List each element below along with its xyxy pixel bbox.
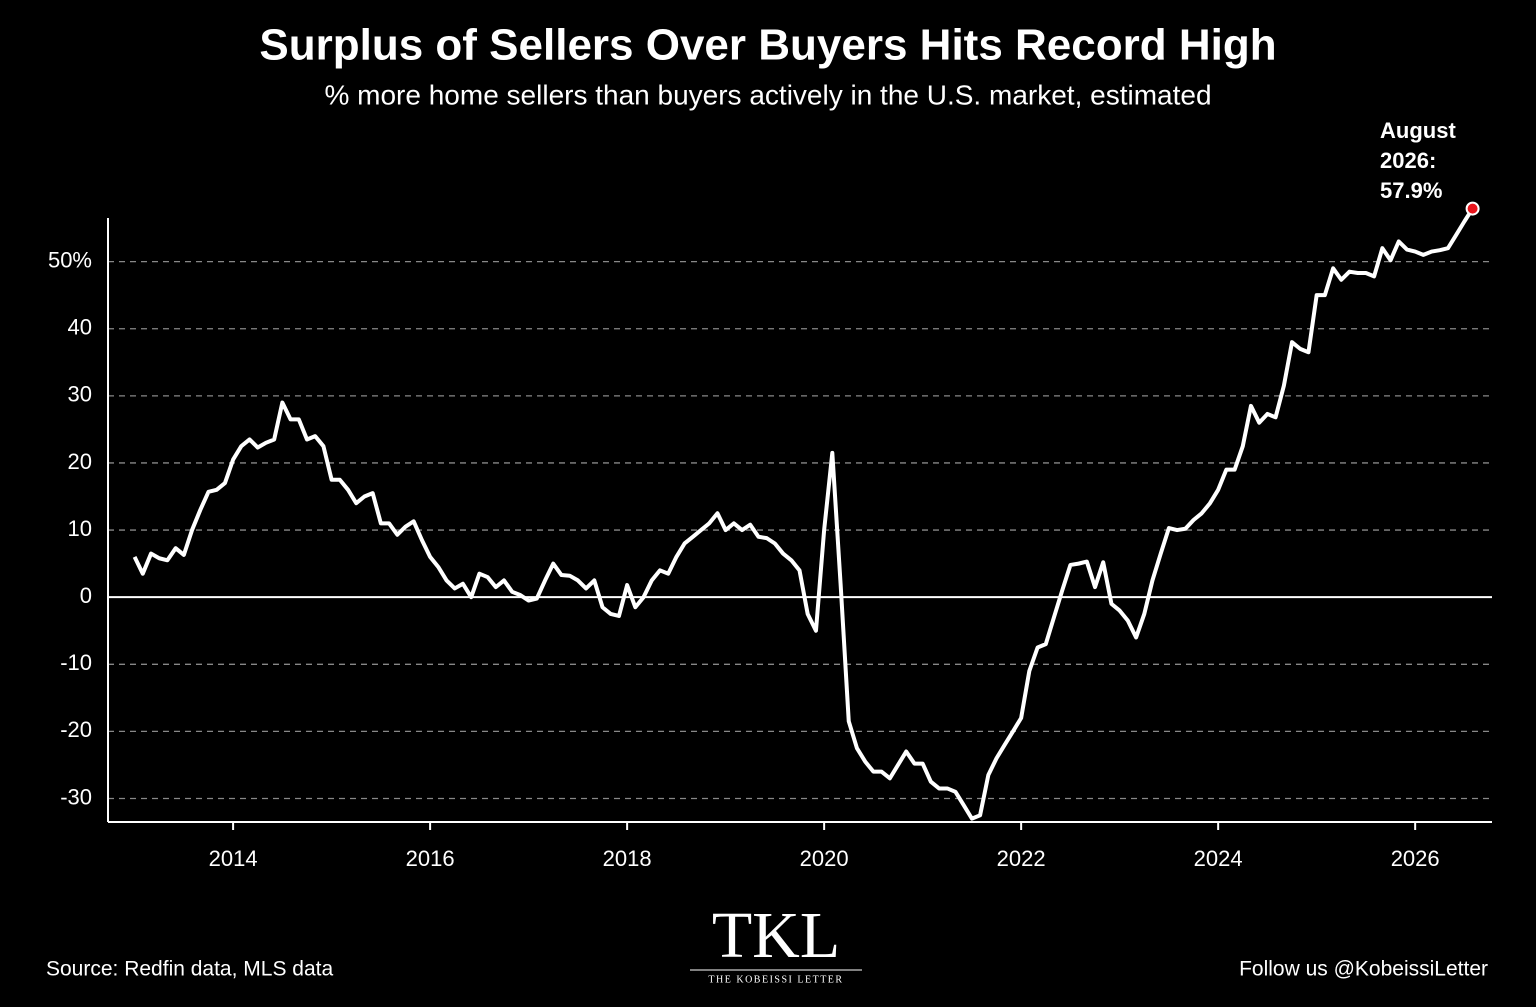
x-tick-label: 2020 (800, 846, 849, 871)
chart-subtitle: % more home sellers than buyers actively… (324, 79, 1211, 110)
annotation: August (1380, 118, 1456, 143)
y-tick-label: 20 (68, 449, 92, 474)
x-tick-label: 2022 (997, 846, 1046, 871)
y-tick-label: -10 (60, 650, 92, 675)
follow: Follow us @KobeissiLetter (1239, 958, 1488, 981)
x-tick-label: 2024 (1194, 846, 1243, 871)
x-tick-label: 2014 (209, 846, 258, 871)
annotation: 2026: (1380, 148, 1436, 173)
y-tick-label: 10 (68, 516, 92, 541)
last-point (1465, 201, 1480, 216)
y-tick-label: 50% (48, 247, 92, 272)
y-tick-label: 40 (68, 315, 92, 340)
y-tick-label: 0 (80, 583, 92, 608)
x-tick-label: 2026 (1391, 846, 1440, 871)
chart-title: Surplus of Sellers Over Buyers Hits Reco… (259, 21, 1276, 70)
y-tick-label: -20 (60, 717, 92, 742)
x-tick-label: 2016 (406, 846, 455, 871)
logo: TKL (712, 899, 840, 972)
x-tick-label: 2018 (603, 846, 652, 871)
line-series (132, 207, 1475, 821)
source: Source: Redfin data, MLS data (46, 958, 333, 981)
logo-subtitle: THE KOBEISSI LETTER (708, 974, 843, 985)
y-tick-label: -30 (60, 784, 92, 809)
annotation: 57.9% (1380, 178, 1442, 203)
y-tick-label: 30 (68, 382, 92, 407)
